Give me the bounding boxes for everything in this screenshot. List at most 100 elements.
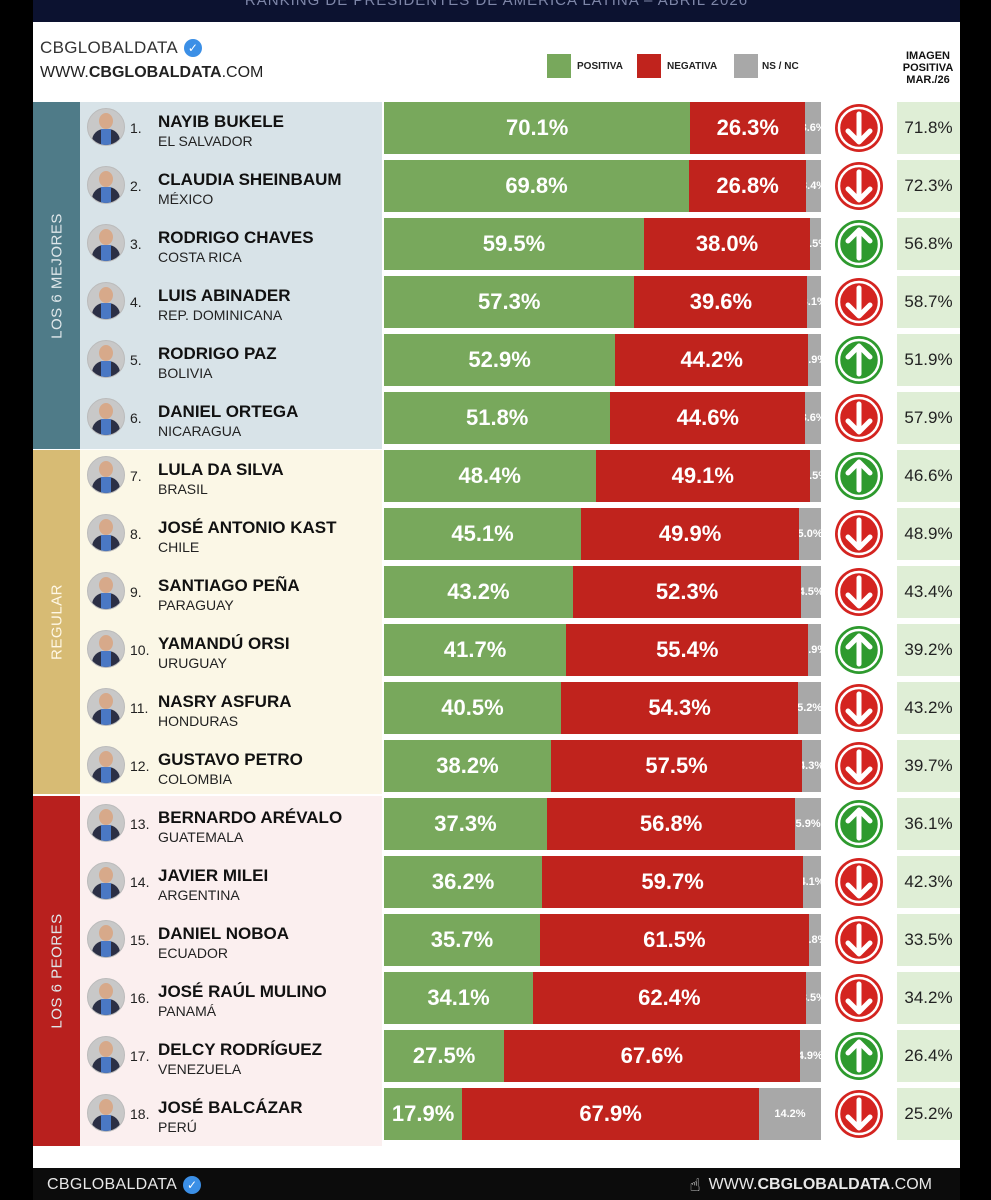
- stacked-bar: 37.3% 56.8% 5.9%: [384, 798, 821, 850]
- nsnc-segment-label: 5.2%: [798, 702, 821, 714]
- positive-segment: 70.1%: [384, 102, 691, 154]
- avatar: [87, 340, 125, 378]
- negative-segment-label: 44.2%: [680, 347, 743, 372]
- rank-number: 2.: [130, 178, 142, 194]
- rank-number: 18.: [130, 1106, 150, 1122]
- president-name: RODRIGO CHAVES: [158, 228, 314, 247]
- negative-segment: 67.6%: [504, 1030, 800, 1082]
- table-row: 17. DELCY RODRÍGUEZ VENEZUELA 27.5% 67.6% 4.9…: [80, 1030, 960, 1082]
- banner-title: RANKING DE PRESIDENTES DE AMÉRICA LATINA…: [244, 0, 749, 9]
- previous-positive-image: 25.2%: [897, 1088, 960, 1140]
- previous-positive-image: 43.4%: [897, 566, 960, 618]
- avatar: [87, 108, 125, 146]
- avatar: [87, 224, 125, 262]
- negative-segment: 61.5%: [540, 914, 809, 966]
- brand-name-line: CBGLOBALDATA ✓: [40, 38, 263, 58]
- negative-segment-label: 52.3%: [655, 579, 719, 604]
- avatar: [87, 804, 125, 842]
- top-banner: RANKING DE PRESIDENTES DE AMÉRICA LATINA…: [33, 0, 960, 22]
- group-regular-label: REGULAR: [48, 583, 65, 661]
- country-name: NICARAGUA: [158, 423, 242, 439]
- previous-positive-image: 26.4%: [897, 1030, 960, 1082]
- nsnc-segment-label: 14.2%: [774, 1108, 806, 1120]
- country-name: COLOMBIA: [158, 771, 232, 787]
- negative-segment-label: 26.8%: [716, 173, 779, 198]
- panel-regular: [80, 450, 382, 794]
- footer-url-suffix: .COM: [890, 1176, 932, 1193]
- negative-segment-label: 57.5%: [645, 753, 708, 778]
- legend-swatch-positive: [547, 54, 571, 78]
- president-name: LUIS ABINADER: [158, 286, 291, 305]
- table-row: 8. JOSÉ ANTONIO KAST CHILE 45.1% 49.9% 5.0% 48…: [80, 508, 960, 560]
- nsnc-segment-label: 2.5%: [810, 238, 821, 250]
- table-row: 13. BERNARDO ARÉVALO GUATEMALA 37.3% 56.8% 5.…: [80, 798, 960, 850]
- nsnc-segment: 14.2%: [758, 1088, 821, 1140]
- nsnc-segment-label: 3.6%: [805, 122, 821, 134]
- trend-down-arrow-icon: [835, 568, 883, 616]
- footer-brand: CBGLOBALDATA: [47, 1176, 178, 1193]
- negative-segment-label: 26.3%: [716, 115, 779, 140]
- legend-label-negative: NEGATIVA: [667, 61, 718, 72]
- avatar-head: [99, 171, 113, 187]
- left-frame: [0, 0, 33, 1200]
- nsnc-segment: 2.9%: [808, 624, 821, 676]
- table-row: 3. RODRIGO CHAVES COSTA RICA 59.5% 38.0% 2.5%…: [80, 218, 960, 270]
- rank-number: 1.: [130, 120, 142, 136]
- country-name: MÉXICO: [158, 191, 214, 207]
- nsnc-segment: 5.2%: [798, 682, 821, 734]
- negative-segment: 26.3%: [690, 102, 806, 154]
- footer-url-prefix: WWW.: [708, 1176, 758, 1193]
- avatar-head: [99, 113, 113, 129]
- brand-url-prefix: WWW.: [40, 64, 89, 81]
- stacked-bar: 43.2% 52.3% 4.5%: [384, 566, 821, 618]
- avatar-head: [99, 287, 113, 303]
- country-name: HONDURAS: [158, 713, 239, 729]
- avatar-head: [99, 519, 113, 535]
- positive-segment: 51.8%: [384, 392, 611, 444]
- positive-segment-label: 40.5%: [441, 695, 504, 720]
- footer-verified-badge-icon: ✓: [183, 1176, 202, 1194]
- positive-segment-label: 51.8%: [465, 405, 529, 430]
- rank-number: 10.: [130, 642, 150, 658]
- nsnc-segment: 3.6%: [805, 392, 821, 444]
- trend-down-arrow-icon: [835, 974, 883, 1022]
- negative-segment-label: 49.9%: [658, 521, 722, 546]
- brand-url-bold: CBGLOBALDATA: [88, 64, 222, 81]
- footer-brand-block: CBGLOBALDATA ✓: [47, 1176, 202, 1194]
- country-name: URUGUAY: [158, 655, 227, 671]
- avatar: [87, 688, 125, 726]
- rank-number: 14.: [130, 874, 150, 890]
- legend-swatch-nsnc: [734, 54, 758, 78]
- stacked-bar: 36.2% 59.7% 4.1%: [384, 856, 821, 908]
- avatar-head: [99, 693, 113, 709]
- avatar: [87, 456, 125, 494]
- president-name: JOSÉ ANTONIO KAST: [158, 518, 337, 537]
- previous-positive-image: 72.3%: [897, 160, 960, 212]
- positive-segment: 43.2%: [384, 566, 573, 618]
- nsnc-segment: 2.5%: [810, 450, 821, 502]
- positive-segment: 35.7%: [384, 914, 540, 966]
- president-name: DELCY RODRÍGUEZ: [158, 1040, 323, 1059]
- brand-url-suffix: .COM: [221, 64, 264, 81]
- negative-segment: 59.7%: [542, 856, 804, 908]
- positive-segment: 45.1%: [384, 508, 582, 560]
- trend-up-arrow-icon: [835, 1032, 883, 1080]
- stacked-bar: 34.1% 62.4% 3.5%: [384, 972, 821, 1024]
- avatar-sash: [101, 941, 111, 957]
- negative-segment-label: 49.1%: [671, 463, 734, 488]
- country-name: CHILE: [158, 539, 200, 555]
- table-row: 4. LUIS ABINADER REP. DOMINICANA 57.3% 39.6%…: [80, 276, 960, 328]
- trend-down-arrow-icon: [835, 1090, 883, 1138]
- previous-positive-image: 43.2%: [897, 682, 960, 734]
- footer-url-block[interactable]: ☝ WWW.CBGLOBALDATA.COM: [690, 1176, 932, 1194]
- table-row: 18. JOSÉ BALCÁZAR PERÚ 17.9% 67.9% 14.2% 25.2%: [80, 1088, 960, 1140]
- avatar-sash: [101, 361, 111, 377]
- table-row: 15. DANIEL NOBOA ECUADOR 35.7% 61.5% 2.8% 33.5…: [80, 914, 960, 966]
- country-name: GUATEMALA: [158, 829, 244, 845]
- brand-url[interactable]: WWW.CBGLOBALDATA.COM: [40, 64, 263, 82]
- avatar-head: [99, 1099, 113, 1115]
- brand-block: CBGLOBALDATA ✓ WWW.CBGLOBALDATA.COM: [40, 38, 263, 82]
- president-name: YAMANDÚ ORSI: [158, 634, 290, 653]
- avatar: [87, 514, 125, 552]
